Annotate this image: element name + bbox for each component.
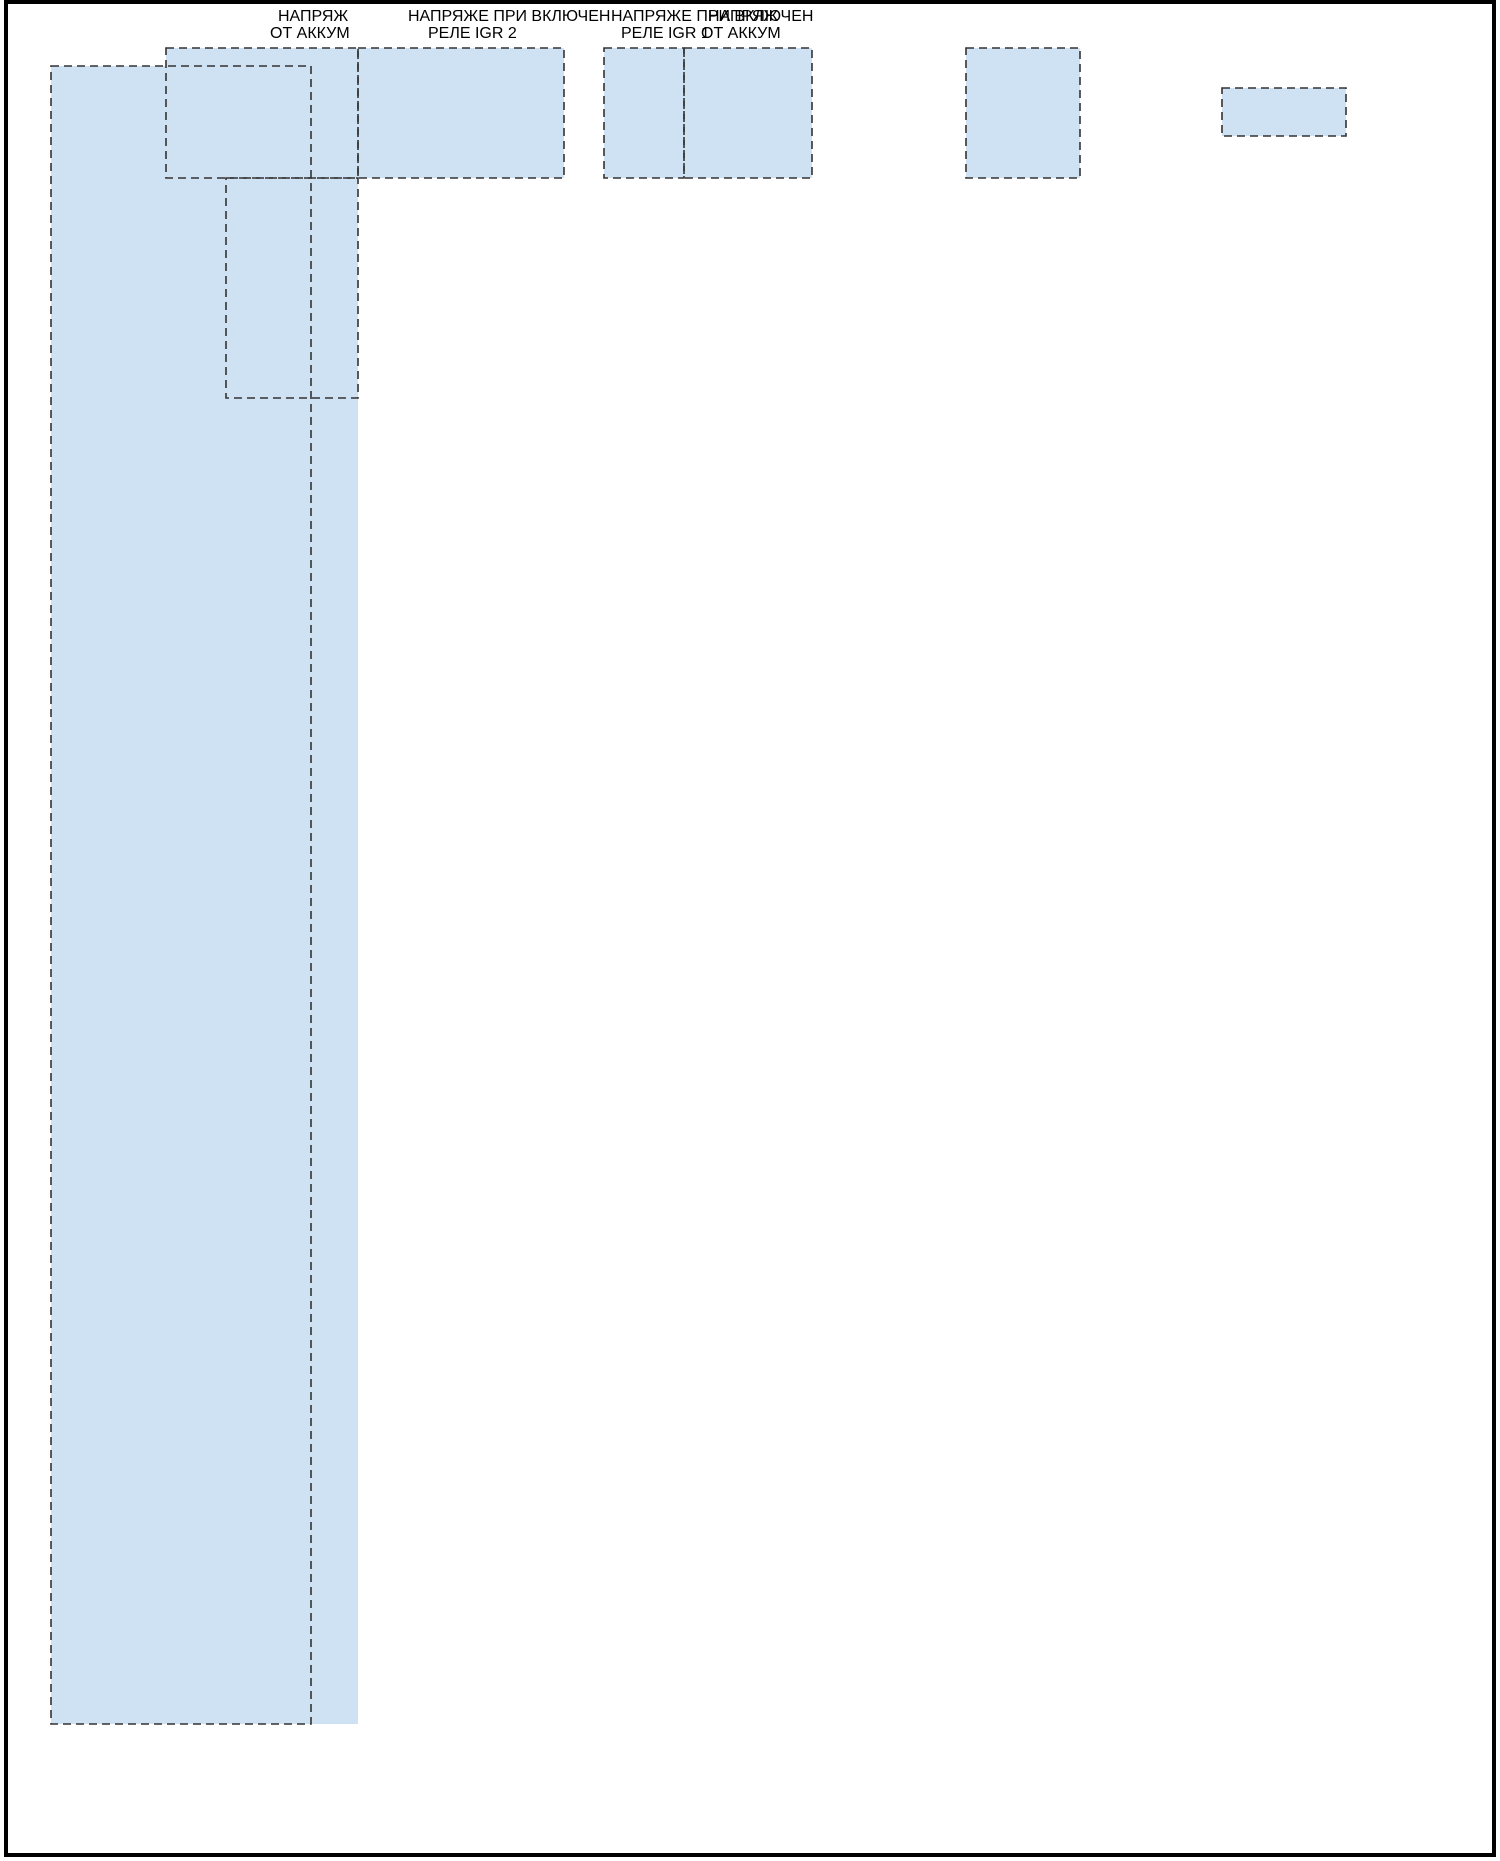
svg-text:НАПРЯЖ: НАПРЯЖ <box>708 8 778 25</box>
svg-text:РЕЛЕ IGR 2: РЕЛЕ IGR 2 <box>428 25 517 42</box>
svg-text:ОТ АККУМ: ОТ АККУМ <box>270 25 350 42</box>
svg-text:РЕЛЕ IGR 1: РЕЛЕ IGR 1 <box>621 25 710 42</box>
svg-text:НАПРЯЖЕ ПРИ ВКЛЮЧЕН: НАПРЯЖЕ ПРИ ВКЛЮЧЕН <box>408 8 610 25</box>
svg-text:ОТ АККУМ: ОТ АККУМ <box>701 25 781 42</box>
svg-text:НАПРЯЖ: НАПРЯЖ <box>278 8 348 25</box>
